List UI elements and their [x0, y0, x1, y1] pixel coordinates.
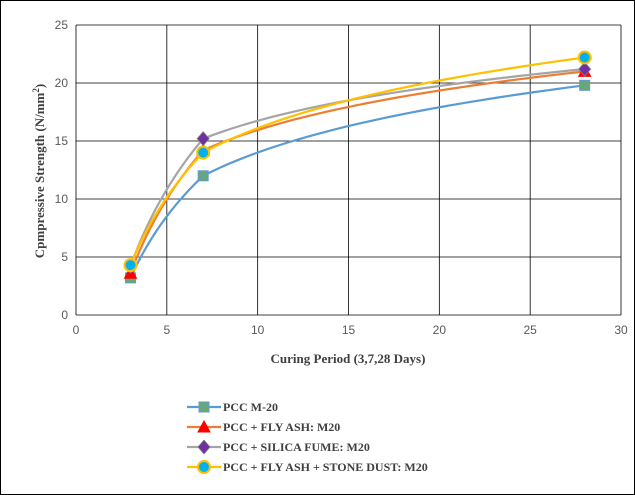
data-point	[579, 79, 591, 91]
grid	[75, 24, 622, 316]
y-axis-title: Cpmpressive Strength (N/mm2)	[31, 84, 47, 258]
x-tick-label: 30	[614, 323, 628, 337]
legend-item: PCC + FLY ASH + STONE DUST: M20	[187, 457, 428, 477]
x-tick-label: 15	[342, 323, 356, 337]
series-line	[129, 56, 585, 266]
series-lines	[129, 56, 585, 279]
legend-item: PCC M-20	[187, 397, 428, 417]
legend-marker	[197, 460, 211, 474]
legend-swatch	[187, 440, 221, 454]
data-point	[577, 50, 592, 65]
data-point	[578, 61, 592, 77]
y-tick-label: 10	[55, 192, 69, 206]
legend-marker	[197, 440, 211, 454]
legend-swatch	[187, 460, 221, 474]
y-tick-label: 5	[61, 250, 68, 264]
legend-swatch	[187, 401, 221, 413]
legend-item: PCC + FLY ASH: M20	[187, 417, 428, 437]
data-point	[197, 170, 209, 182]
series-markers	[123, 50, 592, 284]
x-tick-label: 25	[523, 323, 537, 337]
x-axis-title: Curing Period (3,7,28 Days)	[271, 351, 426, 366]
line-chart: 0 5 10 15 20 25 30 0 5 10 15 20 25 Curing Period (3,…	[31, 18, 628, 366]
legend-label: PCC + FLY ASH + STONE DUST: M20	[223, 459, 428, 474]
x-tick-label: 10	[251, 323, 265, 337]
data-point	[196, 145, 211, 160]
y-tick-label: 20	[55, 76, 69, 90]
legend-marker	[197, 420, 211, 433]
y-tick-label: 15	[55, 134, 69, 148]
y-tick-label: 25	[55, 18, 69, 32]
data-point	[123, 258, 138, 273]
legend-swatch	[187, 420, 221, 433]
legend-marker	[198, 401, 210, 413]
legend-label: PCC + SILICA FUME: M20	[223, 439, 370, 454]
series-line	[129, 84, 585, 279]
legend-label: PCC + FLY ASH: M20	[223, 419, 341, 434]
legend: PCC M-20 PCC + FLY ASH: M20 PCC + SILICA F…	[187, 397, 428, 477]
y-tick-label: 0	[61, 308, 68, 322]
legend-label: PCC M-20	[223, 399, 278, 414]
x-tick-label: 0	[73, 323, 80, 337]
x-tick-label: 20	[433, 323, 447, 337]
tick-labels: 0 5 10 15 20 25 30 0 5 10 15 20 25	[55, 18, 628, 337]
legend-item: PCC + SILICA FUME: M20	[187, 437, 428, 457]
x-tick-label: 5	[163, 323, 170, 337]
